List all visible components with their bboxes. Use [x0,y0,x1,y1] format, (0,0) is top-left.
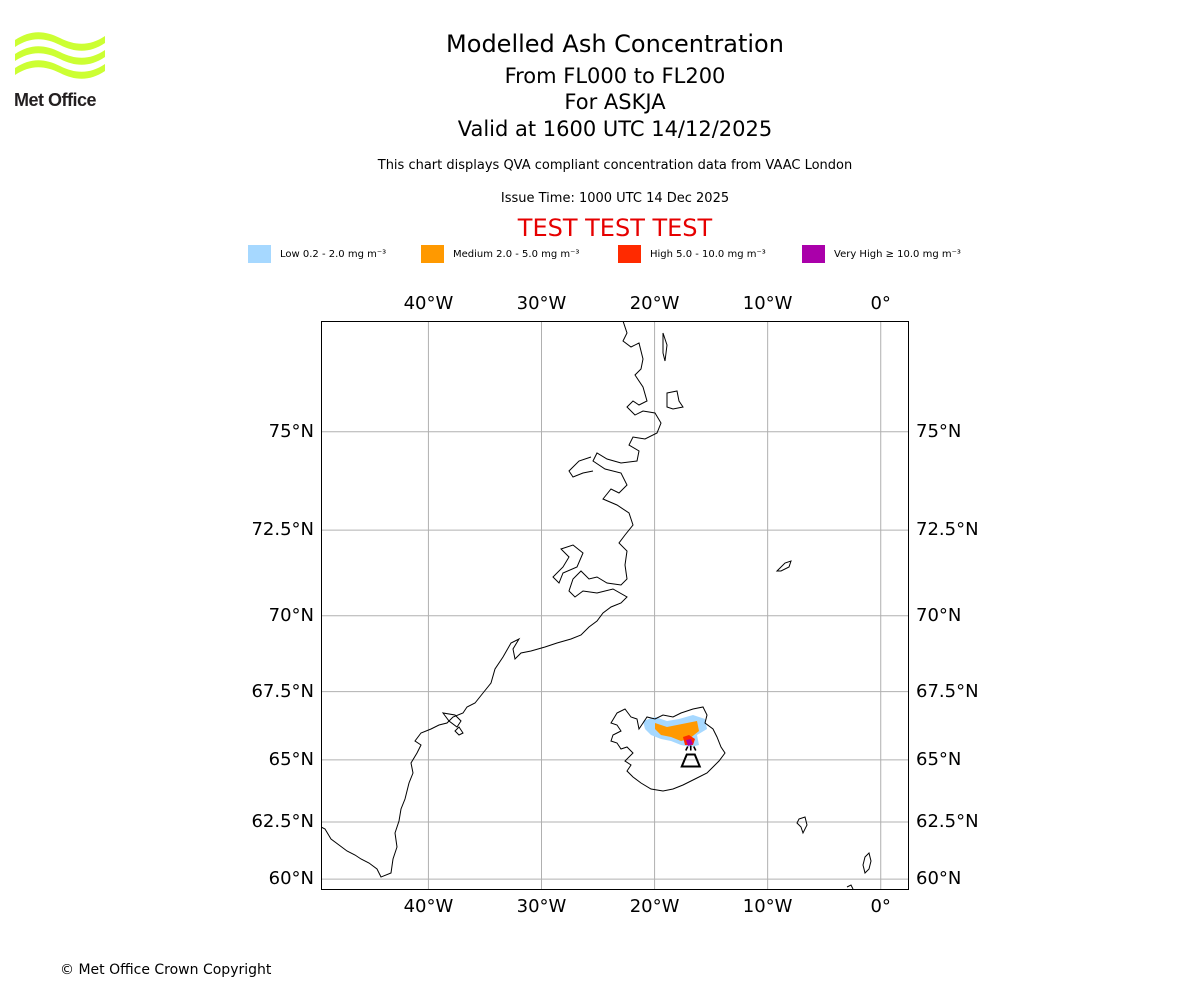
longitude-tick-label: 10°W [742,293,793,314]
legend-item-medium: Medium 2.0 - 5.0 mg m⁻³ [421,244,579,264]
latitude-tick-label: 67.5°N [916,680,979,702]
greenland-island [662,332,668,362]
jan-mayen-island [775,560,792,572]
flight-level-range: From FL000 to FL200 [504,64,726,88]
latitude-tick-label: 72.5°N [251,519,314,541]
longitude-tick-label: 30°W [516,896,567,917]
greenland-fjord [454,726,464,736]
legend-item-very-high: Very High ≥ 10.0 mg m⁻³ [802,244,961,264]
ash-concentration-map [321,321,909,890]
greenland-coastline [321,321,662,878]
map-border [321,321,909,890]
longitude-tick-label: 40°W [403,293,454,314]
valid-time: Valid at 1600 UTC 14/12/2025 [457,117,773,141]
chart-title: Modelled Ash Concentration [446,30,784,58]
longitude-tick-label: 20°W [629,896,680,917]
longitude-tick-label: 20°W [629,293,680,314]
latitude-tick-label: 75°N [916,420,962,442]
test-banner: TEST TEST TEST [517,214,713,242]
legend-label-very-high: Very High ≥ 10.0 mg m⁻³ [834,248,961,260]
met-office-wordmark: Met Office [14,90,97,110]
greenland-fjord [568,456,594,478]
latitude-tick-label: 70°N [268,604,314,626]
legend-swatch-very-high [802,245,825,263]
latitude-tick-label: 75°N [268,420,314,442]
latitude-tick-label: 60°N [916,868,962,890]
compliance-note: This chart displays QVA compliant concen… [377,158,853,173]
faroe-islands [796,816,808,835]
latitude-tick-label: 67.5°N [251,680,314,702]
ash-area-very-high [686,739,693,746]
legend-swatch-low [248,245,271,263]
latitude-tick-label: 65°N [916,748,962,770]
met-office-logo: Met Office [14,30,106,112]
volcano-icon [680,745,702,768]
map-canvas [321,321,909,890]
copyright-notice: © Met Office Crown Copyright [60,962,272,978]
legend-item-high: High 5.0 - 10.0 mg m⁻³ [618,244,766,264]
greenland-fjord [441,712,462,728]
latitude-tick-label: 60°N [268,868,314,890]
issue-time: Issue Time: 1000 UTC 14 Dec 2025 [500,191,730,206]
map-gridlines [321,321,909,890]
iceland-coastline [610,706,726,792]
longitude-tick-label: 0° [870,896,891,917]
shetland-islands [862,852,872,874]
latitude-tick-label: 70°N [916,604,962,626]
latitude-tick-label: 72.5°N [916,519,979,541]
legend-swatch-high [618,245,641,263]
legend-item-low: Low 0.2 - 2.0 mg m⁻³ [248,244,386,264]
latitude-tick-label: 62.5°N [916,810,979,832]
legend-swatch-medium [421,245,444,263]
met-office-wave-logo [15,32,105,79]
greenland-fjord [552,544,584,584]
longitude-tick-label: 40°W [403,896,454,917]
longitude-tick-label: 10°W [742,896,793,917]
legend-label-low: Low 0.2 - 2.0 mg m⁻³ [280,248,387,260]
longitude-tick-label: 0° [870,293,891,314]
latitude-tick-label: 62.5°N [251,810,314,832]
volcano-name: For ASKJA [564,90,666,114]
legend-label-medium: Medium 2.0 - 5.0 mg m⁻³ [453,248,580,260]
longitude-tick-label: 30°W [516,293,567,314]
orkney-coast [846,884,854,890]
latitude-tick-label: 65°N [268,748,314,770]
greenland-island [666,390,684,410]
legend-label-high: High 5.0 - 10.0 mg m⁻³ [650,248,766,260]
